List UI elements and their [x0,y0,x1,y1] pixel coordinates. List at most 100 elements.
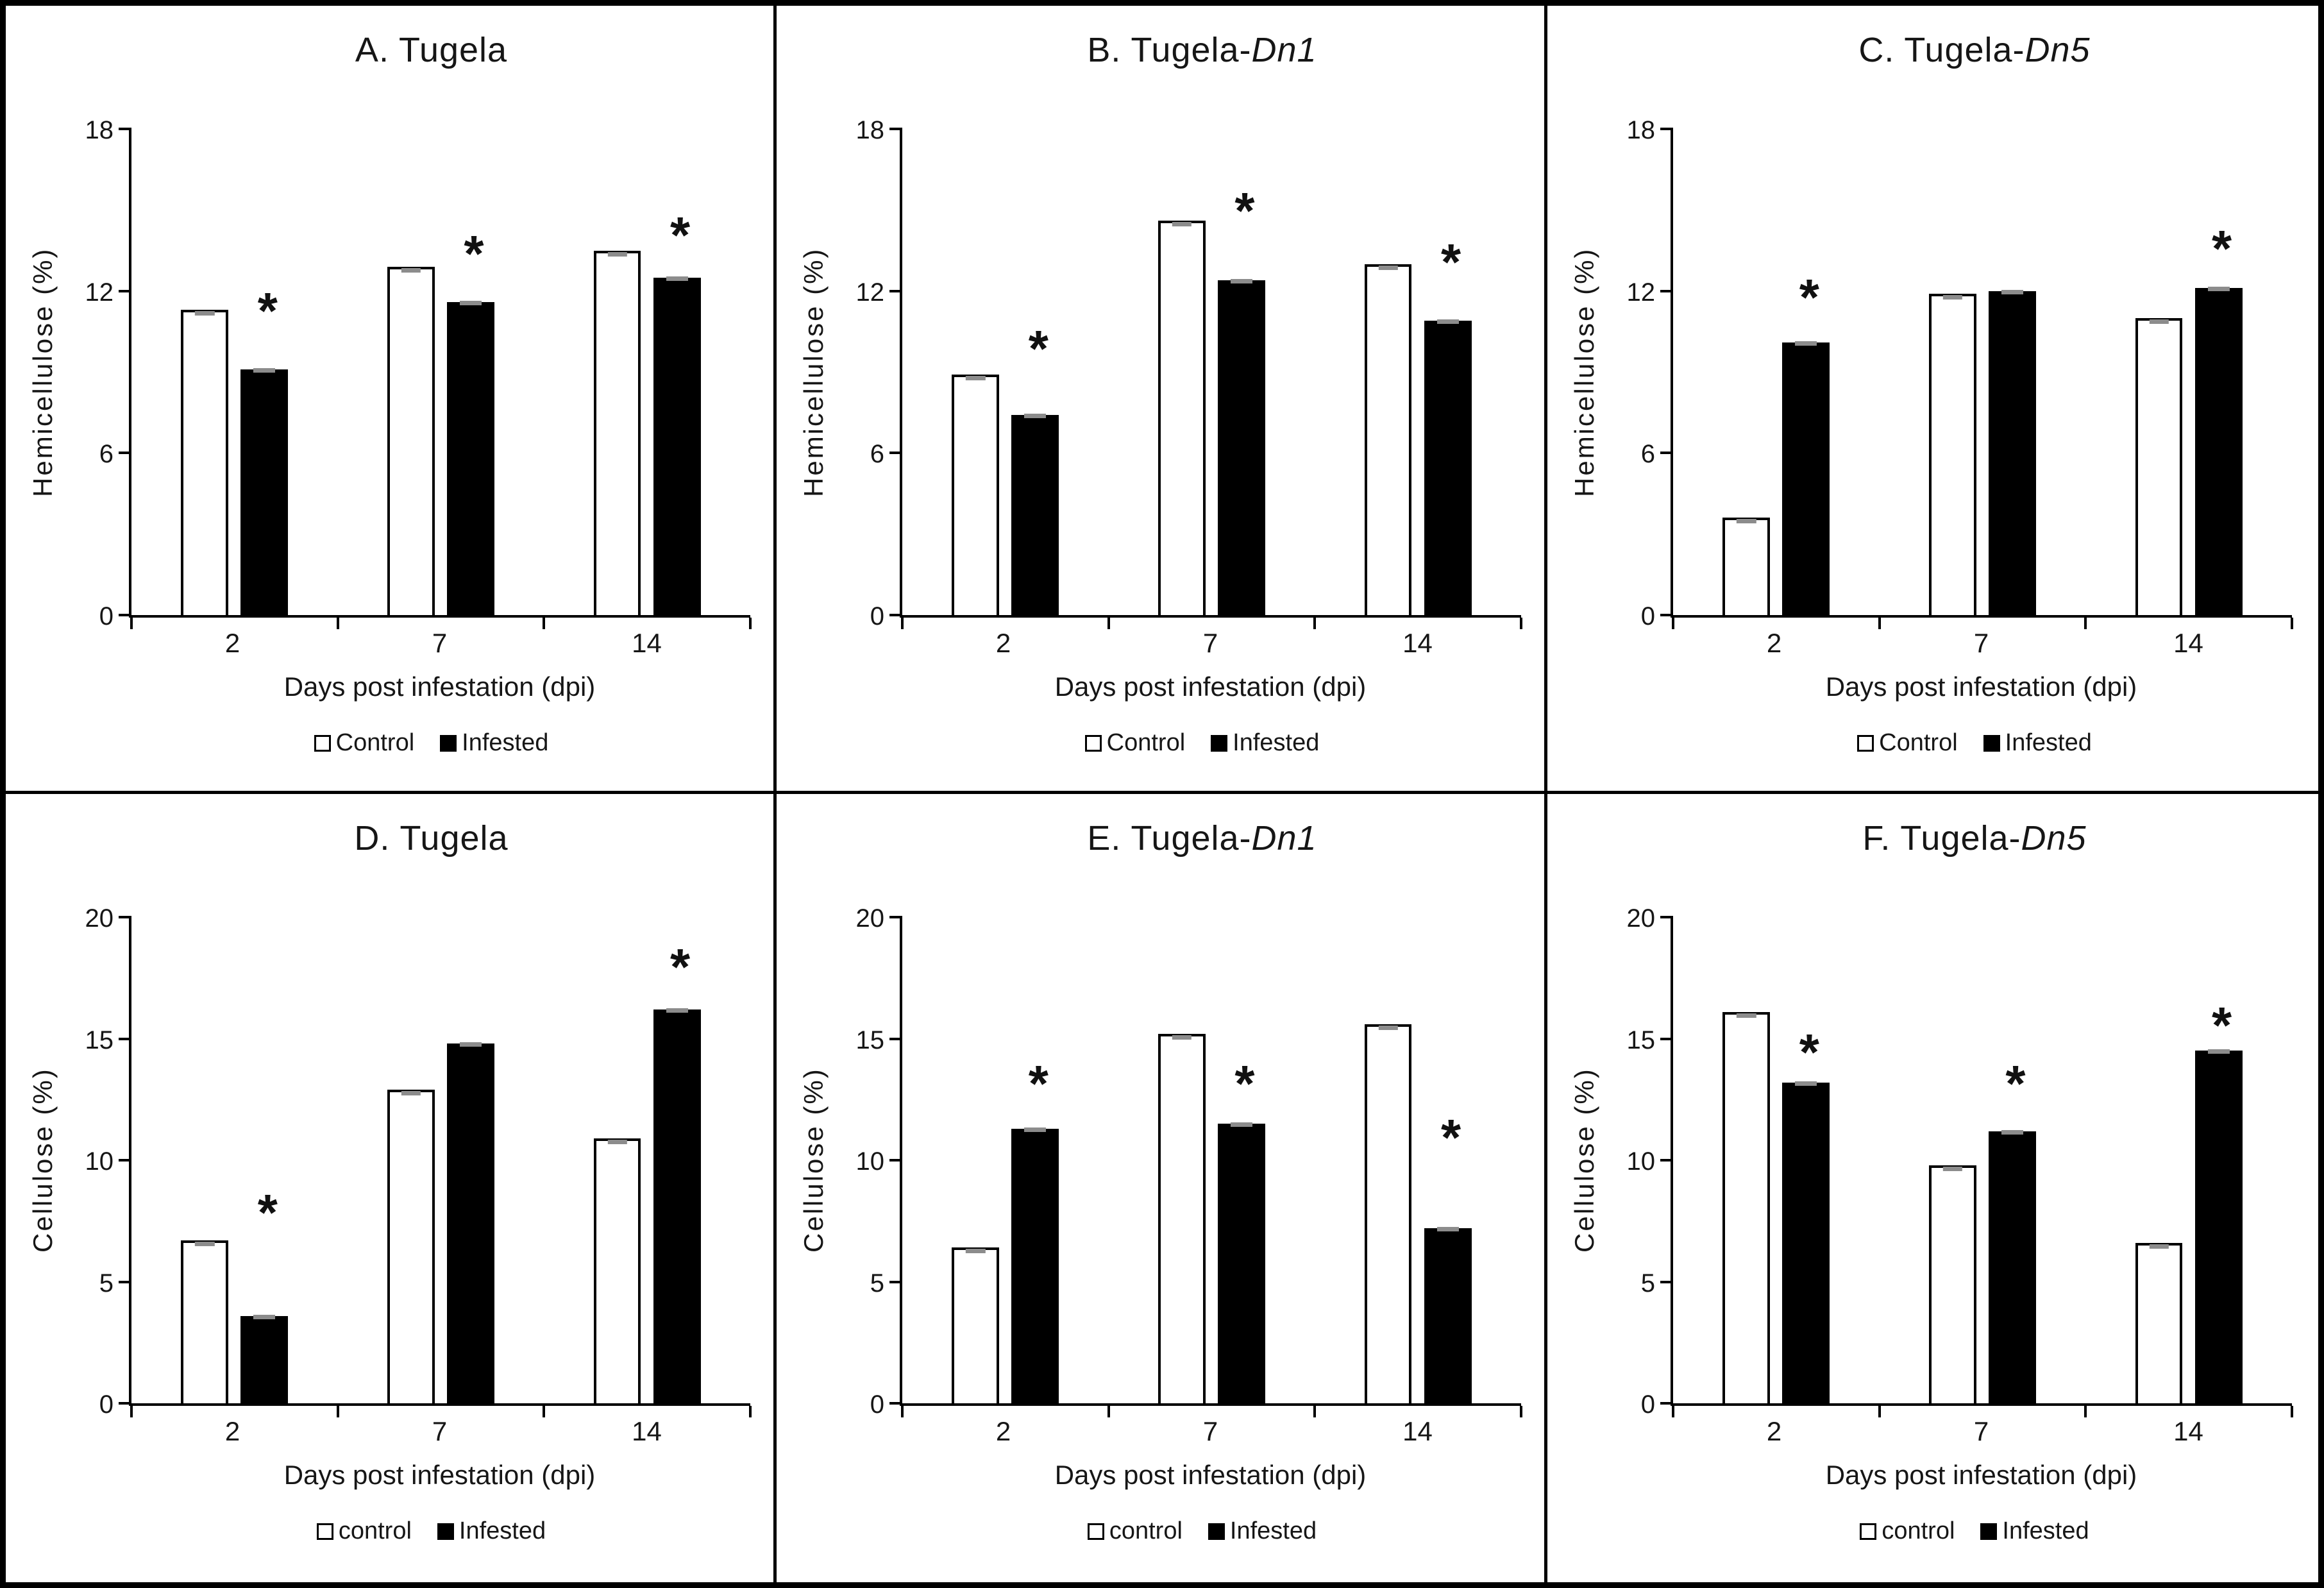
y-tick-mark [1660,614,1673,616]
legend-item-control: control [1087,1517,1183,1545]
legend-label-infested: Infested [2002,1517,2089,1544]
y-tick-label: 6 [99,440,114,469]
bar-group-7dpi [338,917,544,1403]
bar-control [2135,1242,2183,1403]
plot-area: 0 6 12 18 * * * [856,116,1522,630]
error-bar-cap [1172,222,1191,227]
error-bar-cap [2001,289,2024,294]
bar-infested [240,1314,289,1403]
x-category-label: 2 [1766,1416,1782,1446]
panel-c-tugela-dn5-hemicellulose: C. Tugela-Dn5 Hemicellulose (%) 0 6 12 18 * *… [1547,6,2318,794]
significance-asterisk: * [1441,233,1461,291]
x-tick-mark [1672,618,1674,629]
bar-infested [1782,341,1830,615]
plot-area: 0 5 10 15 20 * * * [856,904,1522,1419]
bar-control [593,250,641,615]
bar-control [1722,1011,1771,1403]
x-tick-mark [543,618,546,629]
bar-infested [1782,1081,1830,1403]
error-bar-cap [1436,1227,1459,1232]
bar-control [2135,317,2183,615]
significance-asterisk: * [1234,1055,1255,1113]
y-tick-mark [1660,452,1673,455]
error-bar-cap [460,300,482,305]
y-tick-label: 15 [85,1026,114,1054]
bar-control [1364,1024,1412,1403]
x-category-label: 7 [432,628,448,658]
legend-swatch-control [1860,1523,1877,1540]
panel-f-tugela-dn5-cellulose: F. Tugela-Dn5 Cellulose (%) 0 5 10 15 20 * * * … [1547,794,2318,1582]
panel-title: D. Tugela [108,818,754,858]
y-tick-mark [1660,1280,1673,1283]
bar-group-7dpi: * [1880,917,2086,1403]
bar-infested [240,367,289,615]
bar-infested [653,1008,701,1403]
y-tick-mark [1660,128,1673,130]
y-tick-label: 6 [870,440,884,469]
bar-infested [1011,1127,1059,1403]
bar-control [387,1090,435,1403]
y-axis-label: Hemicellulose (%) [798,247,829,497]
significance-asterisk: * [1234,182,1255,239]
error-bar-cap [1737,519,1756,524]
x-category-label: 14 [2173,628,2203,658]
y-tick-mark [1660,1159,1673,1161]
x-category-labels: 2 7 14 [900,628,1521,659]
bar-control [1928,293,1976,615]
x-category-labels: 2 7 14 [1671,1416,2292,1447]
y-axis-label: Cellulose (%) [28,1067,58,1253]
panel-title: C. Tugela-Dn5 [1650,30,2299,70]
x-category-label: 2 [995,628,1011,658]
bar-control [181,1240,229,1403]
panel-title-text: F. Tugela- [1862,819,2021,857]
error-bar-cap [401,1091,421,1096]
legend-label-control: control [1109,1517,1183,1544]
legend: control Infested [108,1517,754,1545]
significance-asterisk: * [2212,997,2232,1054]
y-tick-mark [119,1402,131,1405]
error-bar-cap [195,311,215,316]
error-bar-cap [1795,1081,1817,1086]
y-tick-mark [119,128,131,130]
panel-title: B. Tugela-Dn1 [879,30,1525,70]
panel-title: A. Tugela [108,30,754,70]
x-axis-label: Days post infestation (dpi) [1825,672,2137,702]
x-category-labels: 2 7 14 [1671,628,2292,659]
x-tick-mark [2084,618,2087,629]
significance-asterisk: * [2005,1055,2026,1113]
x-tick-mark [1520,618,1522,629]
significance-asterisk: * [1028,1055,1048,1113]
x-tick-mark [1313,618,1317,629]
x-category-label: 14 [632,1416,662,1446]
y-tick-label: 12 [85,278,114,307]
bar-infested [1989,289,2037,615]
error-bar-cap [1942,294,1962,300]
y-tick-mark [889,128,902,130]
panel-title-text: E. Tugela- [1087,819,1252,857]
x-tick-mark [2084,1406,2087,1417]
y-tick-label: 20 [1626,904,1656,933]
x-tick-mark [336,1406,339,1417]
y-tick-mark [1660,1402,1673,1405]
x-tick-mark [1878,1406,1881,1417]
x-category-label: 2 [224,628,240,658]
y-tick-label: 20 [85,904,114,933]
legend-item-infested: Infested [1980,1517,2089,1545]
bar-infested [447,1042,495,1403]
bar-infested [2194,287,2243,615]
y-tick-mark [119,1159,131,1161]
x-category-label: 7 [1973,1416,1989,1446]
y-tick-label: 10 [855,1147,885,1176]
bar-group-2dpi: * [902,917,1109,1403]
panel-title-gene: Dn5 [2025,31,2091,69]
plot-area: 0 5 10 15 20 * * * [1627,904,2293,1419]
x-tick-mark [130,1406,133,1417]
y-tick-mark [1660,916,1673,918]
legend-item-control: Control [1857,729,1958,757]
significance-asterisk: * [1441,1108,1461,1166]
panel-title-gene: Dn1 [1251,31,1317,69]
legend-swatch-control [316,1523,333,1540]
y-tick-label: 0 [99,1390,114,1419]
bar-infested [1218,278,1266,615]
significance-asterisk: * [670,938,691,996]
